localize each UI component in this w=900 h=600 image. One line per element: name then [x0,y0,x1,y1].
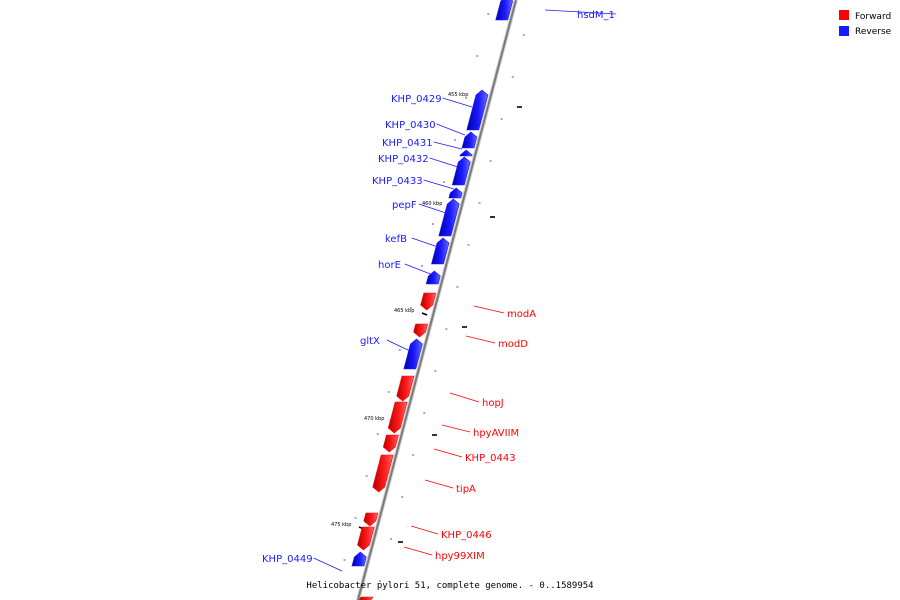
gene-label[interactable]: KHP_0430 [385,120,436,131]
gene-hopj[interactable]: hopJ [396,375,504,409]
gene-arrow[interactable] [387,401,408,434]
gene-khp_0446[interactable]: KHP_0446 [363,512,492,541]
gene-leader-line [433,141,463,150]
gene-arrow[interactable] [363,512,379,527]
gene-arrow[interactable] [413,323,429,338]
gene-leader-line [423,179,455,190]
gene-moda[interactable]: modA [420,292,537,320]
gene-arrow[interactable] [438,198,460,237]
major-tick [421,312,428,316]
legend-reverse-swatch [839,26,849,36]
gene-label[interactable]: KHP_0433 [372,176,423,187]
gene-leader-line [544,9,617,15]
gene-leader-line [473,305,505,314]
gene-khp_0432[interactable]: KHP_0432 [378,154,471,186]
gene-label[interactable]: horE [378,260,401,271]
gene-label[interactable]: pepF [392,200,417,211]
gene-label[interactable]: KHP_0431 [382,138,433,149]
gene-arrow[interactable] [495,0,514,21]
map-caption: Helicobacter pylori 51, complete genome.… [306,581,593,591]
gene-leader-line [441,424,471,433]
genome-backbone [357,0,517,600]
gene-arrow[interactable] [448,187,463,199]
gene-label[interactable]: KHP_0429 [391,94,442,105]
gene-arrow[interactable] [351,551,367,567]
tick-label: 455 kbp [448,92,468,98]
gene-hpyaviim[interactable]: hpyAVIIM [387,401,519,439]
gene-tipa[interactable]: tipA [372,454,476,495]
gene-khp_0449[interactable]: KHP_0449 [262,551,367,572]
tick-label: 460 kbp [422,201,442,207]
gene-leader-line [433,448,463,458]
gene-kefb[interactable]: kefB [385,234,450,265]
gene-label[interactable]: KHP_0446 [441,530,492,541]
gene-gltx[interactable]: gltX [360,336,423,370]
gene-arrow[interactable] [466,89,489,131]
gene-features: hsdM_1 KHP_0429 KHP_0430 KHP_0431 KHP_0432 KH… [262,0,617,600]
legend-forward-label: Forward [855,12,891,22]
gene-label[interactable]: hpy99XIM [435,551,485,562]
gene-label[interactable]: KHP_0432 [378,154,429,165]
gene-modd[interactable]: modD [413,323,529,350]
gene-khp_0429[interactable]: KHP_0429 [391,89,489,131]
gene-khp_0443[interactable]: KHP_0443 [382,434,516,464]
gene-fragment [358,596,374,600]
gene-hore[interactable]: horE [378,260,441,285]
tick-label: 465 kbp [394,308,414,314]
gene-leader-line [411,237,439,248]
gene-arrow[interactable] [451,156,471,186]
gene-khp_0431[interactable]: KHP_0431 [382,138,473,157]
legend-reverse-label: Reverse [855,27,892,37]
minor-ticks [343,13,525,582]
gene-pepf[interactable]: pepF [392,198,460,237]
gene-leader-line [424,479,454,489]
gene-arrow[interactable] [459,149,473,157]
gene-leader-line [436,123,466,136]
gene-leader-line [410,525,439,535]
gene-leader-line [386,339,411,352]
gene-leader-line [404,263,434,276]
gene-arrow[interactable] [420,292,437,311]
gene-label[interactable]: hopJ [482,398,504,409]
gene-hsdm_1[interactable]: hsdM_1 [495,0,617,21]
gene-label[interactable]: KHP_0449 [262,554,313,565]
gene-label[interactable]: hpyAVIIM [473,428,519,439]
gene-arrow[interactable] [372,454,394,493]
gene-arrow[interactable] [425,270,441,285]
gene-leader-line [418,203,447,214]
gene-arrow[interactable] [396,375,415,402]
gene-label[interactable]: modD [498,339,528,350]
gene-leader-line [465,335,496,344]
gene-leader-line [442,97,473,108]
gene-label[interactable]: hsdM_1 [577,10,615,21]
gene-leader-line [313,557,343,572]
major-ticks: 455 kbp 460 kbp 465 kbp 470 kbp 475 kbp [331,92,522,543]
gene-label[interactable]: kefB [385,234,407,245]
tick-label: 470 kbp [364,416,384,422]
gene-label[interactable]: gltX [360,336,380,347]
tick-label: 475 kbp [331,522,351,528]
gene-arrow[interactable] [357,526,375,551]
gene-hpy99xim[interactable]: hpy99XIM [357,526,485,562]
gene-leader-line [403,546,433,556]
gene-arrow[interactable] [461,131,478,149]
gene-khp_0430[interactable]: KHP_0430 [385,120,478,149]
gene-label[interactable]: modA [507,309,536,320]
gene-arrow[interactable] [403,338,423,370]
gene-khp_0433[interactable]: KHP_0433 [372,176,463,199]
gene-arrow[interactable] [382,434,399,453]
gene-leader-line [429,157,459,168]
legend-forward-swatch [839,10,849,20]
gene-leader-line [449,392,480,403]
gene-label[interactable]: KHP_0443 [465,453,516,464]
legend: Forward Reverse [839,10,892,37]
gene-label[interactable]: tipA [456,484,476,495]
gene-arrow[interactable] [431,237,450,265]
